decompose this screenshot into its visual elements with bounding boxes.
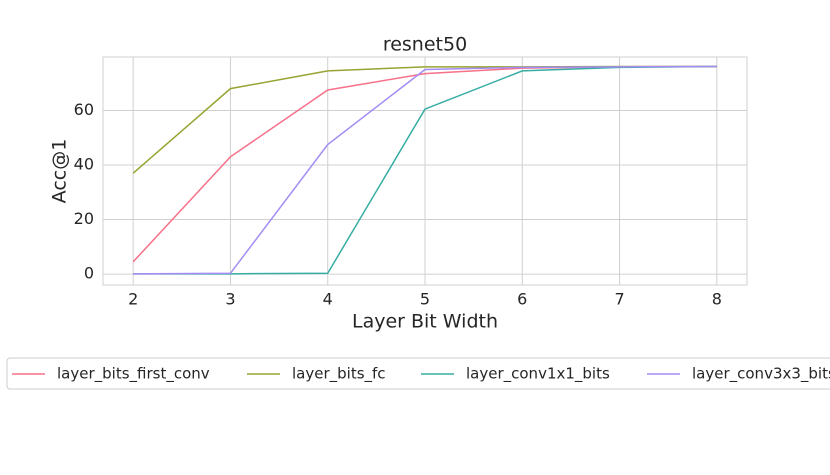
y-axis-label: Acc@1 — [49, 139, 71, 204]
chart-title: resnet50 — [383, 34, 467, 56]
x-tick-label: 4 — [323, 290, 333, 309]
legend-label: layer_bits_fc — [292, 365, 386, 384]
legend-label: layer_bits_first_conv — [57, 365, 210, 384]
x-axis-label: Layer Bit Width — [352, 311, 498, 333]
y-tick-label: 60 — [74, 100, 94, 119]
y-tick-label: 20 — [74, 209, 94, 228]
x-tick-label: 6 — [517, 290, 527, 309]
legend-label: layer_conv1x1_bits — [466, 365, 610, 384]
plot-frame — [102, 56, 748, 286]
y-tick-label: 0 — [84, 264, 94, 283]
x-tick-label: 2 — [128, 290, 138, 309]
series-line — [133, 65, 717, 275]
x-tick-label: 8 — [712, 290, 722, 309]
legend-label: layer_conv3x3_bits — [692, 365, 830, 384]
x-tick-label: 7 — [614, 290, 624, 309]
y-tick-label: 40 — [74, 155, 94, 174]
x-tick-label: 3 — [225, 290, 235, 309]
legend-box — [6, 357, 830, 390]
x-tick-label: 5 — [420, 290, 430, 309]
